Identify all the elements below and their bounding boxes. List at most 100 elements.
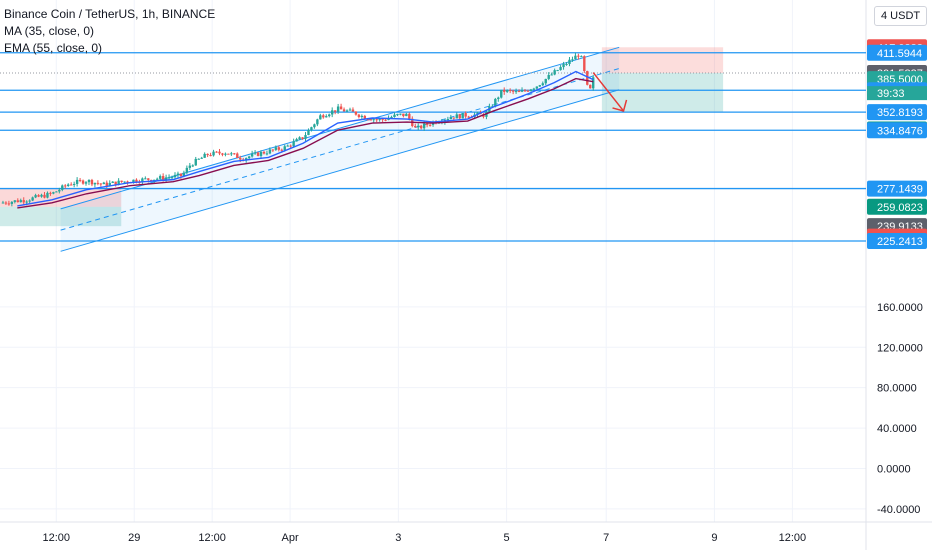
candle-body — [556, 70, 559, 72]
x-tick-label: Apr — [282, 532, 299, 544]
candle-body — [425, 123, 429, 125]
candle-body — [215, 151, 218, 153]
ma-indicator-label[interactable]: MA (35, close, 0) — [4, 24, 95, 38]
currency-unit-button[interactable]: 4 USDT — [874, 6, 928, 26]
candle-body — [75, 179, 79, 184]
ma-35-line — [17, 70, 594, 207]
candle-body — [500, 89, 503, 98]
candle-body — [179, 173, 183, 176]
candle-body — [114, 181, 117, 185]
candle-body — [562, 64, 565, 68]
candle-body — [301, 137, 304, 139]
candle-body — [218, 151, 221, 154]
candle-body — [239, 157, 242, 160]
candle-body — [351, 109, 355, 112]
candle-body — [526, 90, 530, 92]
candle-body — [167, 177, 171, 179]
candle-body — [81, 180, 85, 184]
x-tick-label: 9 — [711, 532, 717, 544]
candle-body — [464, 113, 467, 117]
candle-body — [120, 180, 123, 182]
candle-body — [93, 182, 97, 185]
y-tick-label: 40.0000 — [877, 423, 917, 435]
candle-body — [583, 56, 586, 72]
candle-body — [108, 182, 111, 186]
candle-body — [170, 177, 174, 179]
candle-body — [307, 130, 310, 136]
candle-body — [22, 200, 25, 203]
candle-body — [295, 139, 298, 142]
candle-body — [247, 156, 251, 159]
y-tick-label: 160.0000 — [877, 302, 923, 314]
candle-body — [366, 119, 369, 121]
candle-body — [34, 195, 37, 198]
candle-body — [126, 181, 129, 183]
candle-body — [559, 67, 562, 71]
candle-body — [328, 114, 331, 117]
candle-body — [188, 165, 192, 168]
candle-body — [250, 153, 254, 157]
candle-body — [452, 117, 456, 119]
candle-body — [221, 153, 224, 155]
candle-body — [1, 202, 5, 204]
x-tick-label: 12:00 — [779, 532, 807, 544]
candle-body — [514, 91, 518, 93]
candle-body — [147, 178, 150, 180]
candle-body — [31, 197, 34, 201]
price-label-text: 277.1439 — [877, 184, 923, 196]
candle-body — [417, 125, 420, 128]
candle-body — [357, 114, 361, 117]
price-label-badge — [867, 44, 927, 61]
candle-body — [10, 201, 14, 204]
ema-55-line — [17, 77, 594, 209]
candle-body — [378, 118, 381, 120]
candle-body — [414, 126, 417, 128]
candle-body — [224, 153, 227, 155]
candle-body — [319, 115, 322, 120]
y-tick-label: 0.0000 — [877, 463, 911, 475]
stop-loss-zone — [601, 47, 724, 73]
channel-lower-line — [60, 89, 620, 252]
candle-body — [105, 182, 108, 186]
candle-body — [256, 152, 260, 156]
candle-body — [345, 110, 349, 112]
candle-body — [230, 153, 233, 155]
candle-body — [342, 109, 346, 112]
candle-body — [209, 155, 212, 157]
candle-body — [497, 97, 500, 99]
candle-body — [508, 89, 512, 91]
candle-body — [55, 191, 58, 193]
candle-body — [399, 113, 402, 115]
candle-body — [253, 152, 257, 154]
candle-body — [550, 74, 553, 76]
candle-body — [384, 119, 387, 121]
candle-body — [586, 71, 589, 85]
candle-body — [316, 119, 319, 125]
candle-body — [227, 153, 230, 155]
candle-body — [212, 151, 215, 156]
ema-indicator-label[interactable]: EMA (55, close, 0) — [4, 41, 103, 55]
candle-body — [265, 153, 269, 155]
candle-body — [46, 192, 49, 198]
candle-body — [19, 200, 22, 203]
candle-body — [375, 119, 378, 121]
y-tick-label: 120.0000 — [877, 342, 923, 354]
candle-body — [360, 115, 364, 117]
candle-body — [117, 180, 120, 185]
candle-body — [322, 115, 325, 118]
candle-body — [25, 201, 28, 203]
candle-body — [7, 203, 11, 205]
candle-body — [580, 56, 583, 58]
candle-body — [191, 165, 194, 167]
candle-body — [494, 98, 497, 107]
symbol-title[interactable]: Binance Coin / TetherUS, 1h, BINANCE — [4, 7, 216, 21]
candle-body — [194, 158, 197, 166]
candle-body — [144, 178, 147, 180]
candle-body — [458, 114, 461, 119]
candle-body — [408, 113, 411, 119]
candle-body — [43, 194, 46, 198]
x-tick-label: 29 — [128, 532, 140, 544]
price-label-text: 411.5944 — [877, 48, 922, 60]
